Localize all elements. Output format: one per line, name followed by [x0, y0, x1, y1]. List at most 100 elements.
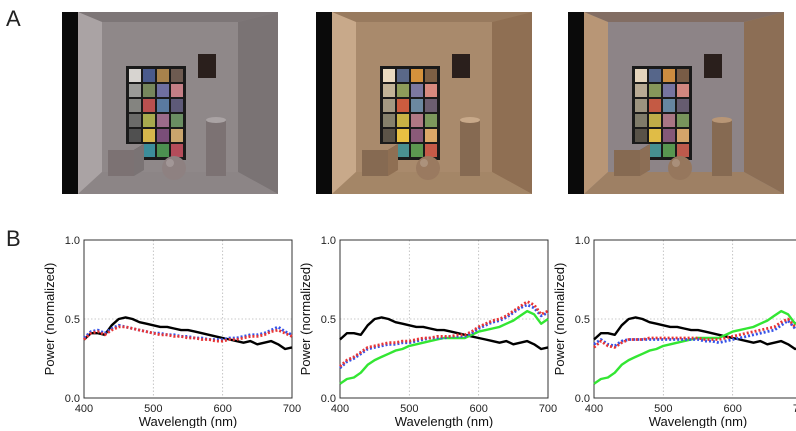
y-tick-label: 1.0 [321, 235, 336, 247]
color-checker-patch [143, 129, 155, 142]
series-line [339, 309, 549, 385]
scene-cube [614, 150, 640, 176]
scene-wall-frame [198, 54, 216, 78]
x-tick-label: 700 [793, 403, 796, 415]
spectrum-chart-1: 400 500 600 700 0.0 0.5 1.0 Wavelength (nm) Powe… [42, 235, 301, 428]
color-checker-patch [383, 129, 395, 142]
y-tick-label: 1.0 [65, 235, 80, 247]
color-checker-patch [425, 114, 437, 127]
color-checker-patch [663, 84, 675, 97]
scene-sphere [668, 156, 692, 180]
scene-ceiling [584, 12, 784, 22]
scene-sphere [162, 156, 186, 180]
color-checker-patch [649, 84, 661, 97]
color-checker-patch [383, 114, 395, 127]
scene-sphere-highlight [672, 159, 680, 167]
x-tick-label: 500 [654, 403, 672, 415]
x-tick-label: 600 [469, 403, 487, 415]
color-checker-patch [677, 99, 689, 112]
color-checker-patch [677, 144, 689, 157]
color-checker-patch [397, 129, 409, 142]
scene-left-wall [332, 12, 356, 194]
scene-ceiling [332, 12, 532, 22]
x-axis-label: Wavelength (nm) [139, 414, 238, 428]
series-line [339, 300, 549, 368]
color-checker-patch [635, 114, 647, 127]
color-checker-patch [663, 99, 675, 112]
scene-cube-top [108, 144, 144, 150]
x-tick-label: 500 [400, 403, 418, 415]
color-checker-patch [677, 84, 689, 97]
color-checker-patch [397, 99, 409, 112]
scene-cube-side [388, 144, 398, 176]
scene-cube-top [362, 144, 398, 150]
color-checker-patch [157, 84, 169, 97]
y-axis-label: Power (normalized) [42, 263, 57, 376]
color-checker-patch [425, 69, 437, 82]
color-checker-patch [143, 144, 155, 157]
scene-cylinder-top [712, 117, 732, 123]
x-tick-label: 700 [283, 403, 301, 415]
scene-ceiling [78, 12, 278, 22]
x-tick-label: 400 [75, 403, 93, 415]
series-line [593, 316, 796, 351]
scene-cube-side [134, 144, 144, 176]
color-checker-patch [411, 114, 423, 127]
scene-cube [362, 150, 388, 176]
scene-render-3 [568, 12, 784, 194]
color-checker-patch [649, 69, 661, 82]
scene-sphere [416, 156, 440, 180]
color-checker-patch [157, 144, 169, 157]
color-checker-patch [677, 69, 689, 82]
scene-sphere-highlight [420, 159, 428, 167]
color-checker-patch [143, 69, 155, 82]
scene-cube-top [614, 144, 650, 150]
series-line [593, 319, 796, 348]
scene-render-2 [316, 12, 532, 194]
color-checker-patch [157, 99, 169, 112]
color-checker-patch [425, 129, 437, 142]
series-line [339, 303, 549, 370]
x-tick-label: 700 [539, 403, 557, 415]
color-checker-patch [383, 84, 395, 97]
scene-left-wall [584, 12, 608, 194]
scene-cylinder [712, 120, 732, 176]
scene-cylinder-top [460, 117, 480, 123]
scene-black-edge [568, 12, 584, 194]
color-checker-patch [129, 69, 141, 82]
scene-right-wall [744, 12, 784, 194]
x-tick-label: 500 [144, 403, 162, 415]
color-checker-patch [157, 114, 169, 127]
spectrum-chart-2: 400 500 600 700 0.0 0.5 1.0 Wavelength (nm) Powe… [298, 235, 557, 428]
y-axis-label: Power (normalized) [298, 263, 313, 376]
y-axis-label: Power (normalized) [552, 263, 567, 376]
color-checker-patch [425, 84, 437, 97]
color-checker-patch [171, 114, 183, 127]
color-checker-patch [397, 114, 409, 127]
color-checker-patch [129, 84, 141, 97]
color-checker-patch [411, 84, 423, 97]
color-checker-patch [129, 129, 141, 142]
color-checker-patch [635, 99, 647, 112]
color-checker-patch [425, 99, 437, 112]
color-checker-patch [171, 99, 183, 112]
color-checker-patch [171, 144, 183, 157]
panel-label-b: B [6, 226, 21, 251]
color-checker-patch [677, 129, 689, 142]
scene-cylinder-top [206, 117, 226, 123]
series-line [83, 323, 293, 341]
scene-sphere-highlight [166, 159, 174, 167]
color-checker-patch [171, 129, 183, 142]
scene-left-wall [78, 12, 102, 194]
panel-label-a: A [6, 6, 21, 31]
color-checker-patch [157, 69, 169, 82]
scene-right-wall [238, 12, 278, 194]
color-checker-patch [663, 144, 675, 157]
y-tick-label: 1.0 [575, 235, 590, 247]
scene-render-1 [62, 12, 278, 194]
color-checker-patch [129, 114, 141, 127]
color-checker-patch [663, 114, 675, 127]
color-checker-patch [677, 114, 689, 127]
color-checker-patch [171, 84, 183, 97]
scene-floor [332, 172, 532, 194]
